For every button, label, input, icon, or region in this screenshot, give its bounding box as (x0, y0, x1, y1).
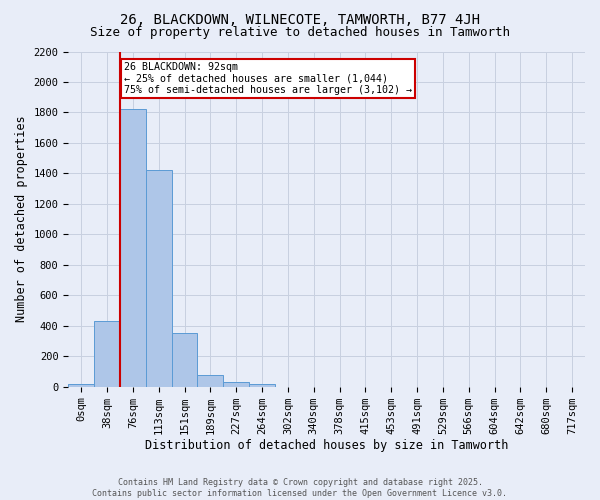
Bar (223, 382, 249, 386)
Text: Contains HM Land Registry data © Crown copyright and database right 2025.
Contai: Contains HM Land Registry data © Crown c… (92, 478, 508, 498)
X-axis label: Distribution of detached houses by size in Tamworth: Distribution of detached houses by size … (145, 440, 508, 452)
Text: 26, BLACKDOWN, WILNECOTE, TAMWORTH, B77 4JH: 26, BLACKDOWN, WILNECOTE, TAMWORTH, B77 … (120, 12, 480, 26)
Bar (68, 384, 94, 386)
Bar (249, 384, 275, 386)
Text: 26 BLACKDOWN: 92sqm
← 25% of detached houses are smaller (1,044)
75% of semi-det: 26 BLACKDOWN: 92sqm ← 25% of detached ho… (124, 62, 412, 96)
Y-axis label: Number of detached properties: Number of detached properties (15, 116, 28, 322)
Bar (197, 374, 223, 386)
Bar (172, 332, 197, 386)
Bar (146, 170, 172, 386)
Bar (120, 110, 146, 386)
Bar (94, 321, 120, 386)
Text: Size of property relative to detached houses in Tamworth: Size of property relative to detached ho… (90, 26, 510, 39)
